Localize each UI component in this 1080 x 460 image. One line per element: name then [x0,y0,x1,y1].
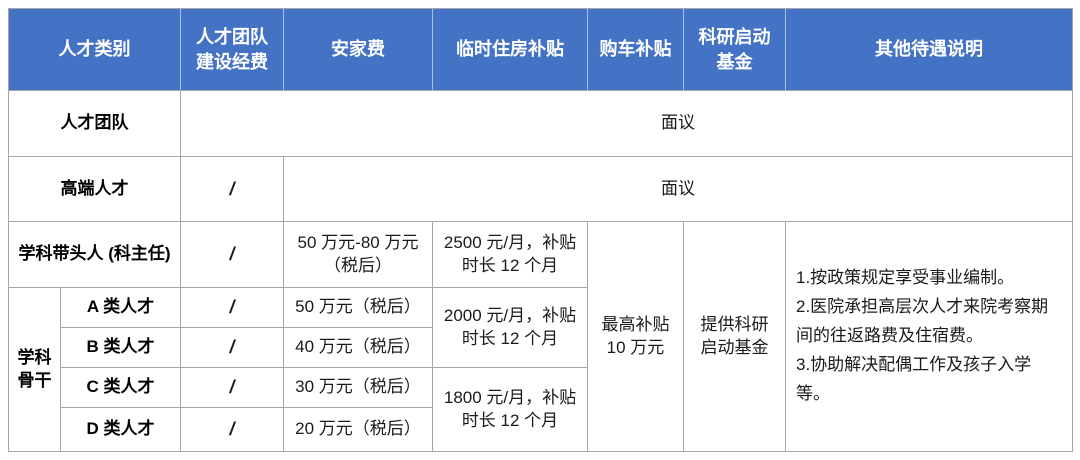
cell-highend-negotiable: 面议 [284,157,1073,222]
header-row: 人才类别 人才团队 建设经费 安家费 临时住房补贴 购车补贴 科研启动 基金 其… [9,9,1073,91]
cell-team-fund-empty [181,91,284,157]
cell-highend-team-fund: / [181,157,284,222]
cell-leader-housing: 2500 元/月，补贴 时长 12 个月 [433,222,588,288]
row-backbone-a: 学科 骨干 A 类人才 / 50 万元（税后） 2000 元/月，补贴 时长 1… [9,288,1073,452]
row-discipline-leader: 学科带头人 (科主任) / 50 万元-80 万元 （税后） 2500 元/月，… [9,222,1073,452]
cell-car-subsidy: 最高补贴 10 万元 [588,222,684,452]
cell-backbone-c-settling: 30 万元（税后） [284,368,433,408]
header-team-fund: 人才团队 建设经费 [181,9,284,91]
cell-leader-settling: 50 万元-80 万元 （税后） [284,222,433,288]
row-highend-talent: 高端人才 / 面议 [9,157,1073,222]
header-settling-allowance: 安家费 [284,9,433,91]
cell-backbone-c-category: C 类人才 [61,368,181,408]
cell-backbone-a-settling: 50 万元（税后） [284,288,433,328]
row-talent-team: 人才团队 面议 [9,91,1073,157]
header-other-benefits: 其他待遇说明 [786,9,1073,91]
row-backbone-b: B 类人才 / 40 万元（税后） [9,328,1073,368]
cell-backbone-d-settling: 20 万元（税后） [284,408,433,452]
header-car-subsidy: 购车补贴 [588,9,684,91]
header-talent-category: 人才类别 [9,9,181,91]
cell-other-benefits: 1.按政策规定享受事业编制。 2.医院承担高层次人才来院考察期 间的往返路费及住… [786,222,1073,452]
cell-backbone-a-team-fund: / [181,288,284,328]
row-backbone-d: D 类人才 / 20 万元（税后） [9,408,1073,452]
cell-backbone-d-category: D 类人才 [61,408,181,452]
cell-leader-category: 学科带头人 (科主任) [9,222,181,288]
cell-housing-cd: 1800 元/月，补贴 时长 12 个月 [433,368,588,452]
cell-backbone-group: 学科 骨干 [9,288,61,452]
cell-housing-ab: 2000 元/月，补贴 时长 12 个月 [433,288,588,368]
cell-backbone-b-settling: 40 万元（税后） [284,328,433,368]
cell-backbone-a-category: A 类人才 [61,288,181,328]
cell-backbone-c-team-fund: / [181,368,284,408]
cell-backbone-b-category: B 类人才 [61,328,181,368]
talent-benefits-table: 人才类别 人才团队 建设经费 安家费 临时住房补贴 购车补贴 科研启动 基金 其… [8,8,1073,452]
cell-team-negotiable: 面议 [284,91,1073,157]
cell-backbone-b-team-fund: / [181,328,284,368]
cell-leader-team-fund: / [181,222,284,288]
cell-team-category: 人才团队 [9,91,181,157]
cell-highend-category: 高端人才 [9,157,181,222]
header-housing-subsidy: 临时住房补贴 [433,9,588,91]
header-research-fund: 科研启动 基金 [684,9,786,91]
cell-research-fund: 提供科研 启动基金 [684,222,786,452]
cell-backbone-d-team-fund: / [181,408,284,452]
row-backbone-c: C 类人才 / 30 万元（税后） 1800 元/月，补贴 时长 12 个月 [9,368,1073,452]
